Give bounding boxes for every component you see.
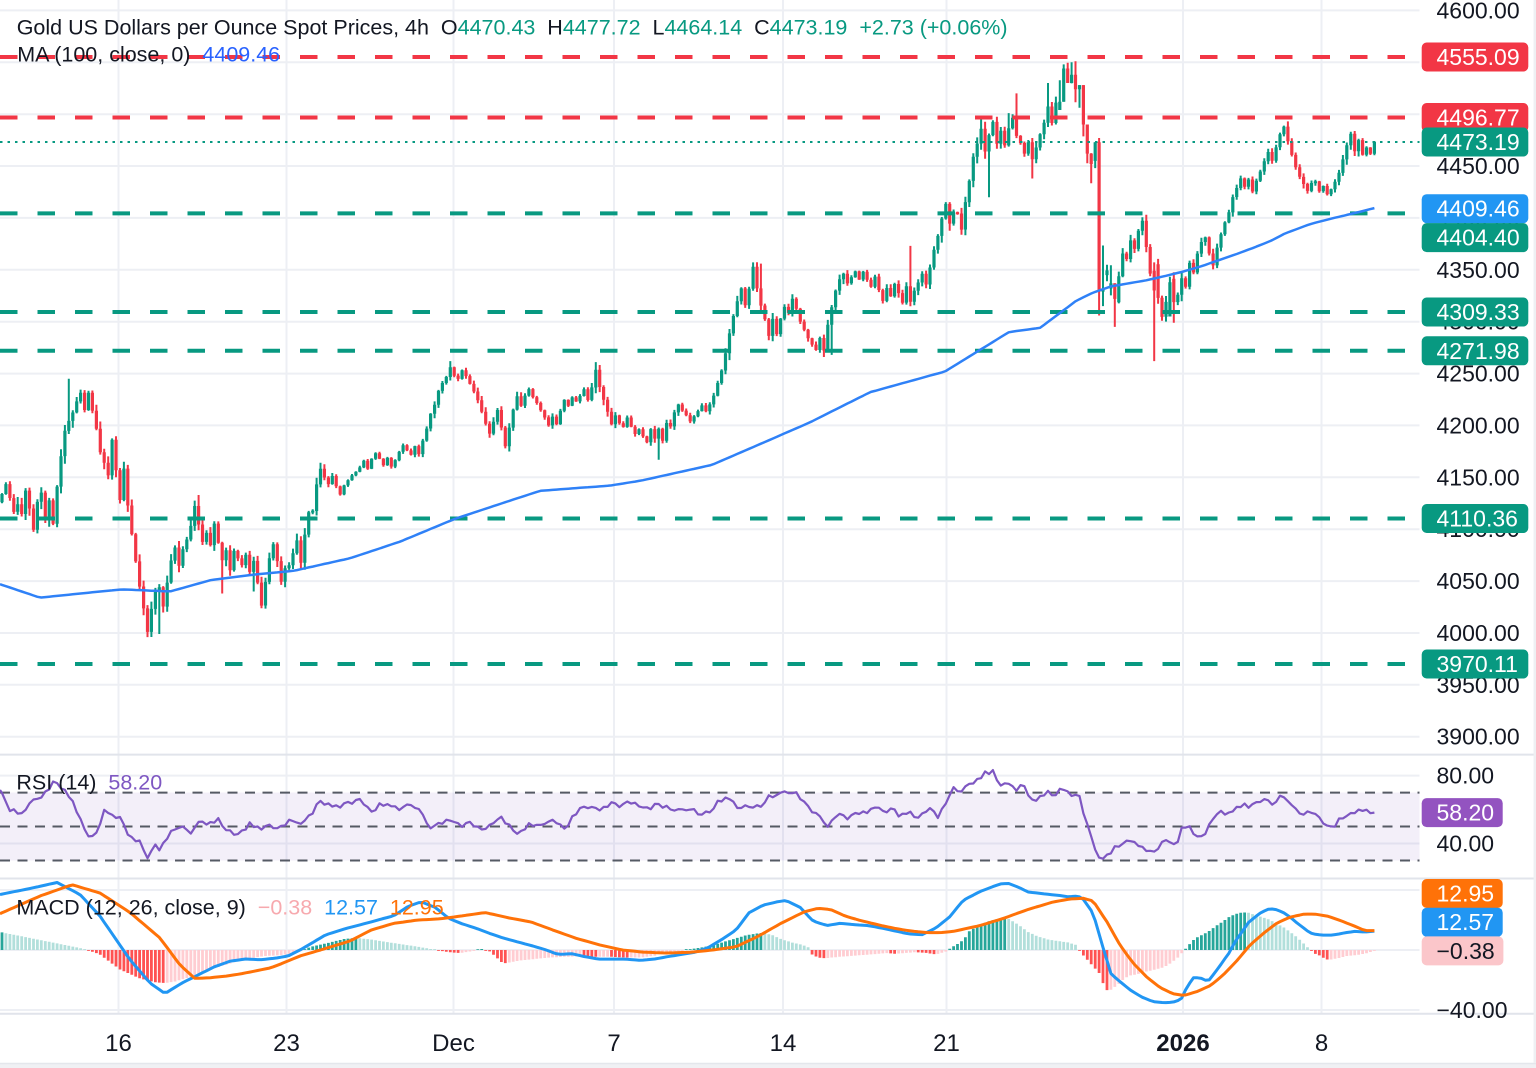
svg-text:7: 7 [607, 1030, 620, 1057]
svg-text:4000.00: 4000.00 [1437, 620, 1520, 646]
svg-text:4600.00: 4600.00 [1437, 0, 1520, 23]
svg-text:4050.00: 4050.00 [1437, 568, 1520, 594]
svg-text:2026: 2026 [1156, 1030, 1209, 1057]
svg-text:8: 8 [1315, 1030, 1328, 1057]
svg-text:12.95: 12.95 [1437, 881, 1495, 907]
svg-text:4350.00: 4350.00 [1437, 257, 1520, 283]
svg-text:4473.19: 4473.19 [1437, 129, 1520, 155]
svg-text:Gold US Dollars per Ounce Spot: Gold US Dollars per Ounce Spot Prices, 4… [17, 16, 1008, 40]
svg-text:RSI (14) 58.20: RSI (14) 58.20 [16, 771, 162, 795]
svg-text:14: 14 [770, 1030, 797, 1057]
svg-text:4450.00: 4450.00 [1437, 153, 1520, 179]
svg-text:16: 16 [105, 1030, 132, 1057]
svg-text:Dec: Dec [432, 1030, 475, 1057]
svg-text:40.00: 40.00 [1437, 831, 1495, 857]
svg-text:21: 21 [933, 1030, 960, 1057]
svg-text:4409.46: 4409.46 [1437, 196, 1520, 222]
svg-text:4200.00: 4200.00 [1437, 412, 1520, 438]
svg-text:−40.00: −40.00 [1437, 997, 1508, 1023]
svg-text:3900.00: 3900.00 [1437, 724, 1520, 750]
svg-text:12.57: 12.57 [1437, 909, 1495, 935]
svg-text:3970.11: 3970.11 [1437, 651, 1518, 677]
svg-text:4309.33: 4309.33 [1437, 299, 1520, 325]
svg-text:4496.77: 4496.77 [1437, 105, 1520, 131]
svg-text:80.00: 80.00 [1437, 763, 1495, 789]
svg-text:MACD (12, 26, close, 9) −0.38: MACD (12, 26, close, 9) −0.38 12.57 12.9… [16, 895, 443, 919]
svg-text:4271.98: 4271.98 [1437, 338, 1520, 364]
svg-text:−0.38: −0.38 [1437, 938, 1495, 964]
svg-text:4555.09: 4555.09 [1437, 44, 1520, 70]
svg-text:4150.00: 4150.00 [1437, 464, 1520, 490]
svg-text:4404.40: 4404.40 [1437, 225, 1520, 251]
svg-text:MA (100, close, 0) 4409.46: MA (100, close, 0) 4409.46 [17, 43, 280, 67]
svg-text:4110.36: 4110.36 [1437, 506, 1518, 532]
svg-text:58.20: 58.20 [1437, 800, 1495, 826]
svg-text:23: 23 [273, 1030, 300, 1057]
